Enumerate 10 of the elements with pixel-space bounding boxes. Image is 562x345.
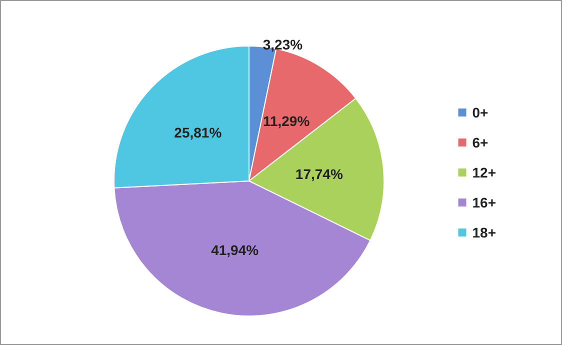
data-label: 3,23% bbox=[262, 36, 304, 53]
data-label: 25,81% bbox=[174, 124, 222, 140]
legend-label: 12+ bbox=[472, 164, 496, 180]
data-label: 41,94% bbox=[211, 242, 260, 258]
legend-label: 0+ bbox=[472, 104, 488, 120]
data-label: 17,74% bbox=[295, 166, 344, 182]
legend-label: 6+ bbox=[472, 134, 488, 150]
data-label: 11,29% bbox=[262, 113, 310, 130]
legend-label: 18+ bbox=[472, 224, 496, 240]
legend-label: 16+ bbox=[472, 194, 496, 210]
